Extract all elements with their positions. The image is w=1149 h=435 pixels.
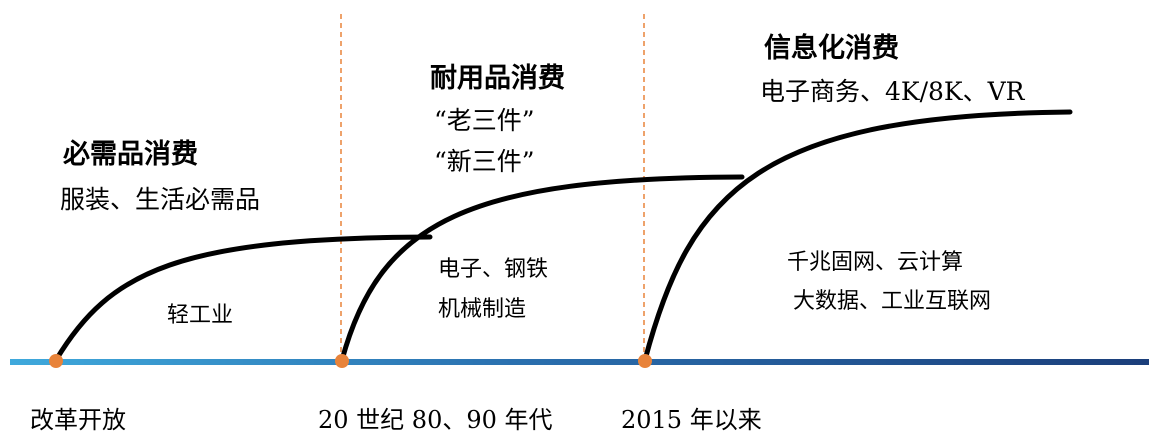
marker-stage-2: [335, 354, 349, 368]
stage-1-title: 必需品消费: [63, 139, 198, 170]
stage-3-industry-2: 大数据、工业互联网: [793, 289, 991, 314]
stage-2-title: 耐用品消费: [430, 63, 565, 94]
stage-2-period: 20 世纪 80、90 年代: [318, 406, 553, 434]
curve-stage-1: [53, 234, 433, 363]
marker-stage-1: [49, 354, 63, 368]
stage-1-period: 改革开放: [30, 406, 126, 434]
stage-3-industry-1: 千兆固网、云计算: [787, 250, 963, 275]
stage-1-line-1: 服装、生活必需品: [60, 185, 260, 214]
stage-3-title: 信息化消费: [764, 32, 899, 64]
stage-3-line-1: 电子商务、4K/8K、VR: [760, 77, 1026, 106]
stage-2-industry-2: 机械制造: [438, 297, 526, 322]
stage-1-industry-1: 轻工业: [167, 303, 233, 328]
stage-2-industry-1: 电子、钢铁: [438, 257, 548, 282]
stage-2-line-1: “老三件”: [434, 106, 535, 135]
curve-stage-3: [642, 109, 1073, 363]
marker-stage-3: [638, 354, 652, 368]
stage-3-period: 2015 年以来: [621, 406, 762, 434]
stage-2-line-2: “新三件”: [434, 147, 535, 176]
timeline-axis: [10, 359, 1149, 365]
curve-stage-2: [339, 174, 745, 363]
